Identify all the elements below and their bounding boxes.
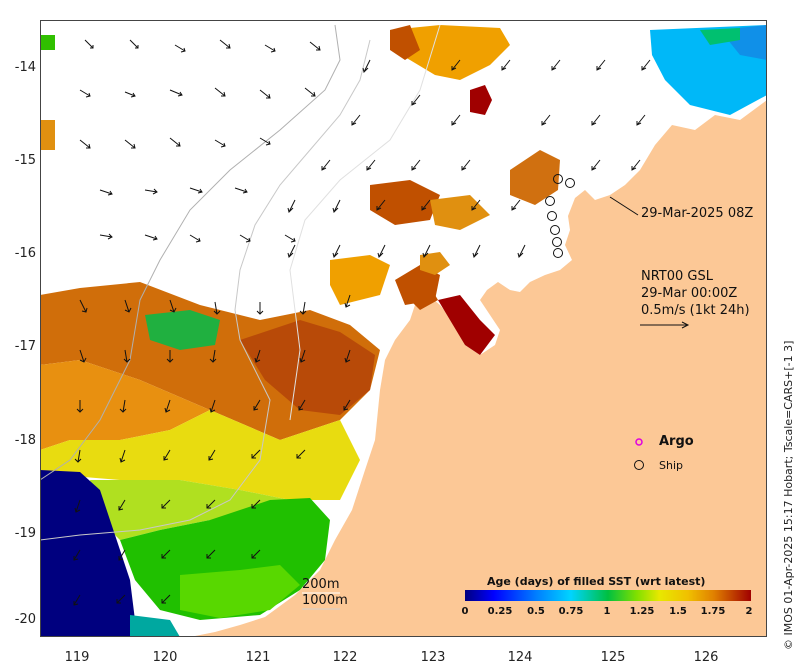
sst-patch-green-strip	[145, 310, 220, 350]
colorbar-tick: 0.5	[527, 606, 545, 617]
lon-label: 126	[693, 650, 719, 665]
sst-patch-darkred	[470, 85, 492, 115]
map-frame	[40, 20, 767, 637]
sst-zone-orange	[40, 360, 210, 450]
colorbar-tick: 2	[745, 606, 753, 617]
sst-patch-north-green	[700, 28, 740, 45]
sst-zone-dark-blue	[40, 470, 135, 637]
sst-patch-estuary-2	[400, 278, 438, 310]
legend-label-200m: 200m	[302, 577, 340, 592]
lat-label: -16	[14, 246, 36, 261]
lon-label: 122	[332, 650, 358, 665]
lat-label: -15	[14, 153, 36, 168]
ship-track	[545, 174, 575, 258]
lon-label: 125	[600, 650, 626, 665]
lon-label: 124	[507, 650, 533, 665]
lon-label: 120	[152, 650, 178, 665]
land-mass	[190, 100, 767, 637]
sst-patch-ringed	[420, 252, 450, 275]
product-scale: 0.5m/s (1kt 24h)	[641, 303, 750, 318]
scale-vector-arrow	[640, 321, 690, 329]
sst-patch-topleft-green	[40, 35, 55, 50]
colorbar-tick: 1.75	[700, 606, 726, 617]
colorbar-title: Age (days) of filled SST (wrt latest)	[487, 575, 706, 588]
legend-label-1000m: 1000m	[302, 593, 348, 608]
product-time: 29-Mar 00:00Z	[641, 286, 738, 301]
lon-label: 121	[245, 650, 271, 665]
colorbar-ramp	[465, 590, 751, 601]
sst-patch-coastal-orange	[330, 255, 390, 305]
lat-label: -18	[14, 433, 36, 448]
lon-label: 119	[64, 650, 90, 665]
colorbar-tick: 1.5	[669, 606, 687, 617]
colorbar-tick: 0.25	[487, 606, 513, 617]
lat-label: -17	[14, 339, 36, 354]
sst-zone-teal	[130, 615, 180, 637]
lon-label: 123	[420, 650, 446, 665]
sst-zone-rust	[240, 320, 375, 415]
lat-label: -19	[14, 526, 36, 541]
sst-zone-light-green	[180, 565, 300, 618]
contour-200m	[40, 39, 371, 541]
sst-zone-yellow-green	[90, 480, 290, 540]
colorbar-tick: 1.25	[629, 606, 655, 617]
colorbar-tick: 0	[461, 606, 469, 617]
lat-label: -20	[14, 612, 36, 627]
sst-patch-rust-north	[390, 25, 420, 60]
product-name: NRT00 GSL	[641, 269, 713, 284]
contour-shelf	[289, 24, 441, 421]
current-vectors	[73, 39, 651, 606]
ship-track-label: 29-Mar-2025 08Z	[641, 206, 754, 221]
sst-patch-offshore-rust	[370, 180, 440, 225]
sst-patch-offshore-orange	[510, 150, 560, 205]
sst-zone-yellow	[40, 410, 360, 500]
sst-patch-offshore-mid	[430, 195, 490, 230]
ship-label: Ship	[659, 459, 683, 472]
argo-marker	[635, 438, 643, 446]
lat-label: -14	[14, 60, 36, 75]
contour-1000m	[40, 24, 341, 481]
colorbar-tick: 0.75	[558, 606, 584, 617]
sst-patch-estuary	[438, 295, 495, 355]
colorbar-tick: 1	[603, 606, 611, 617]
sst-patch-orange-north	[390, 25, 510, 80]
ship-label-pointer	[609, 196, 639, 216]
sst-patch-topleft-orange	[40, 120, 55, 150]
ship-marker	[634, 460, 644, 470]
sst-map[interactable]	[40, 20, 767, 637]
argo-label: Argo	[659, 434, 694, 449]
